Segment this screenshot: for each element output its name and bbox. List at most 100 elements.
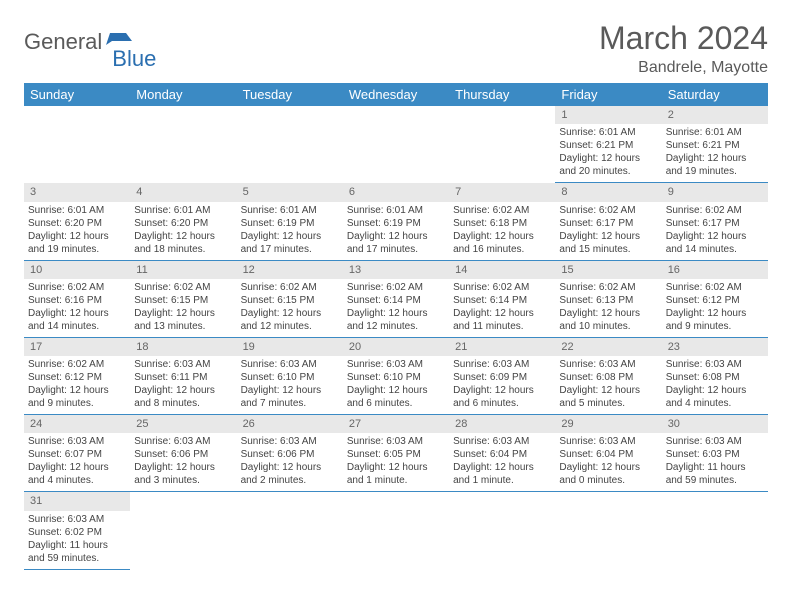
daylight-text: Daylight: 12 hours: [453, 384, 551, 397]
day-number-cell: 16: [662, 260, 768, 279]
daylight-text: Daylight: 12 hours: [559, 461, 657, 474]
daylight-text-2: and 20 minutes.: [559, 165, 657, 178]
sunrise-text: Sunrise: 6:03 AM: [134, 435, 232, 448]
daylight-text: Daylight: 12 hours: [241, 384, 339, 397]
sunrise-text: Sunrise: 6:01 AM: [559, 126, 657, 139]
day-number-cell: 9: [662, 183, 768, 202]
daylight-text-2: and 59 minutes.: [28, 552, 126, 565]
day-detail-cell: Sunrise: 6:03 AMSunset: 6:04 PMDaylight:…: [555, 433, 661, 492]
sunrise-text: Sunrise: 6:03 AM: [134, 358, 232, 371]
day-detail-cell: Sunrise: 6:01 AMSunset: 6:20 PMDaylight:…: [24, 202, 130, 261]
day-number-row: 3456789: [24, 183, 768, 202]
sunrise-text: Sunrise: 6:03 AM: [241, 358, 339, 371]
day-number-cell: 30: [662, 415, 768, 434]
sunset-text: Sunset: 6:11 PM: [134, 371, 232, 384]
daylight-text-2: and 17 minutes.: [241, 243, 339, 256]
weekday-header: Wednesday: [343, 83, 449, 106]
daylight-text: Daylight: 12 hours: [666, 384, 764, 397]
sunrise-text: Sunrise: 6:03 AM: [559, 358, 657, 371]
day-detail-cell: Sunrise: 6:01 AMSunset: 6:20 PMDaylight:…: [130, 202, 236, 261]
daylight-text-2: and 19 minutes.: [28, 243, 126, 256]
day-number-cell: 20: [343, 337, 449, 356]
day-number-cell: 17: [24, 337, 130, 356]
day-number-cell: 25: [130, 415, 236, 434]
day-number-cell: 1: [555, 106, 661, 124]
day-number-row: 12: [24, 106, 768, 124]
calendar-table: SundayMondayTuesdayWednesdayThursdayFrid…: [24, 83, 768, 570]
logo-text-general: General: [24, 29, 102, 55]
sunset-text: Sunset: 6:21 PM: [559, 139, 657, 152]
daylight-text: Daylight: 12 hours: [559, 152, 657, 165]
day-detail-cell: Sunrise: 6:03 AMSunset: 6:08 PMDaylight:…: [662, 356, 768, 415]
daylight-text: Daylight: 12 hours: [347, 230, 445, 243]
daylight-text: Daylight: 12 hours: [347, 461, 445, 474]
weekday-header: Sunday: [24, 83, 130, 106]
daylight-text: Daylight: 12 hours: [559, 384, 657, 397]
day-number-cell: 27: [343, 415, 449, 434]
day-number-cell: [130, 106, 236, 124]
daylight-text: Daylight: 12 hours: [28, 230, 126, 243]
daylight-text: Daylight: 12 hours: [666, 230, 764, 243]
daylight-text-2: and 4 minutes.: [28, 474, 126, 487]
day-detail-cell: Sunrise: 6:02 AMSunset: 6:16 PMDaylight:…: [24, 279, 130, 338]
day-number-cell: [449, 492, 555, 511]
sunset-text: Sunset: 6:20 PM: [134, 217, 232, 230]
sunrise-text: Sunrise: 6:01 AM: [347, 204, 445, 217]
daylight-text-2: and 9 minutes.: [666, 320, 764, 333]
day-number-cell: 13: [343, 260, 449, 279]
daylight-text-2: and 18 minutes.: [134, 243, 232, 256]
day-number-cell: [343, 106, 449, 124]
day-number-cell: 11: [130, 260, 236, 279]
daylight-text: Daylight: 11 hours: [28, 539, 126, 552]
day-number-cell: 12: [237, 260, 343, 279]
sunrise-text: Sunrise: 6:02 AM: [241, 281, 339, 294]
sunrise-text: Sunrise: 6:03 AM: [347, 358, 445, 371]
day-detail-cell: [449, 124, 555, 183]
daylight-text: Daylight: 12 hours: [347, 384, 445, 397]
day-detail-cell: Sunrise: 6:02 AMSunset: 6:18 PMDaylight:…: [449, 202, 555, 261]
day-number-cell: [130, 492, 236, 511]
day-detail-cell: [237, 124, 343, 183]
sunset-text: Sunset: 6:12 PM: [28, 371, 126, 384]
weekday-header: Friday: [555, 83, 661, 106]
sunset-text: Sunset: 6:17 PM: [666, 217, 764, 230]
day-number-cell: 21: [449, 337, 555, 356]
sunrise-text: Sunrise: 6:02 AM: [347, 281, 445, 294]
sunset-text: Sunset: 6:09 PM: [453, 371, 551, 384]
day-detail-cell: [24, 124, 130, 183]
day-detail-cell: [343, 124, 449, 183]
daylight-text-2: and 0 minutes.: [559, 474, 657, 487]
weekday-header: Thursday: [449, 83, 555, 106]
daylight-text: Daylight: 12 hours: [453, 307, 551, 320]
daylight-text: Daylight: 12 hours: [134, 230, 232, 243]
day-detail-cell: [449, 511, 555, 570]
title-block: March 2024 Bandrele, Mayotte: [599, 20, 768, 77]
daylight-text-2: and 19 minutes.: [666, 165, 764, 178]
sunrise-text: Sunrise: 6:03 AM: [28, 513, 126, 526]
day-number-row: 24252627282930: [24, 415, 768, 434]
daylight-text-2: and 8 minutes.: [134, 397, 232, 410]
sunrise-text: Sunrise: 6:03 AM: [453, 435, 551, 448]
sunrise-text: Sunrise: 6:03 AM: [666, 358, 764, 371]
daylight-text: Daylight: 12 hours: [28, 461, 126, 474]
day-detail-cell: Sunrise: 6:02 AMSunset: 6:17 PMDaylight:…: [555, 202, 661, 261]
sunrise-text: Sunrise: 6:02 AM: [666, 204, 764, 217]
sunrise-text: Sunrise: 6:03 AM: [453, 358, 551, 371]
weekday-header: Monday: [130, 83, 236, 106]
sunrise-text: Sunrise: 6:03 AM: [347, 435, 445, 448]
day-detail-cell: [130, 124, 236, 183]
daylight-text-2: and 15 minutes.: [559, 243, 657, 256]
daylight-text-2: and 12 minutes.: [347, 320, 445, 333]
day-number-cell: 4: [130, 183, 236, 202]
day-number-row: 10111213141516: [24, 260, 768, 279]
sunrise-text: Sunrise: 6:02 AM: [28, 281, 126, 294]
calendar-header-row: SundayMondayTuesdayWednesdayThursdayFrid…: [24, 83, 768, 106]
day-number-cell: [343, 492, 449, 511]
day-number-cell: 8: [555, 183, 661, 202]
day-number-cell: 19: [237, 337, 343, 356]
daylight-text-2: and 13 minutes.: [134, 320, 232, 333]
day-detail-row: Sunrise: 6:01 AMSunset: 6:20 PMDaylight:…: [24, 202, 768, 261]
day-detail-row: Sunrise: 6:02 AMSunset: 6:16 PMDaylight:…: [24, 279, 768, 338]
day-number-cell: 23: [662, 337, 768, 356]
day-number-cell: 24: [24, 415, 130, 434]
